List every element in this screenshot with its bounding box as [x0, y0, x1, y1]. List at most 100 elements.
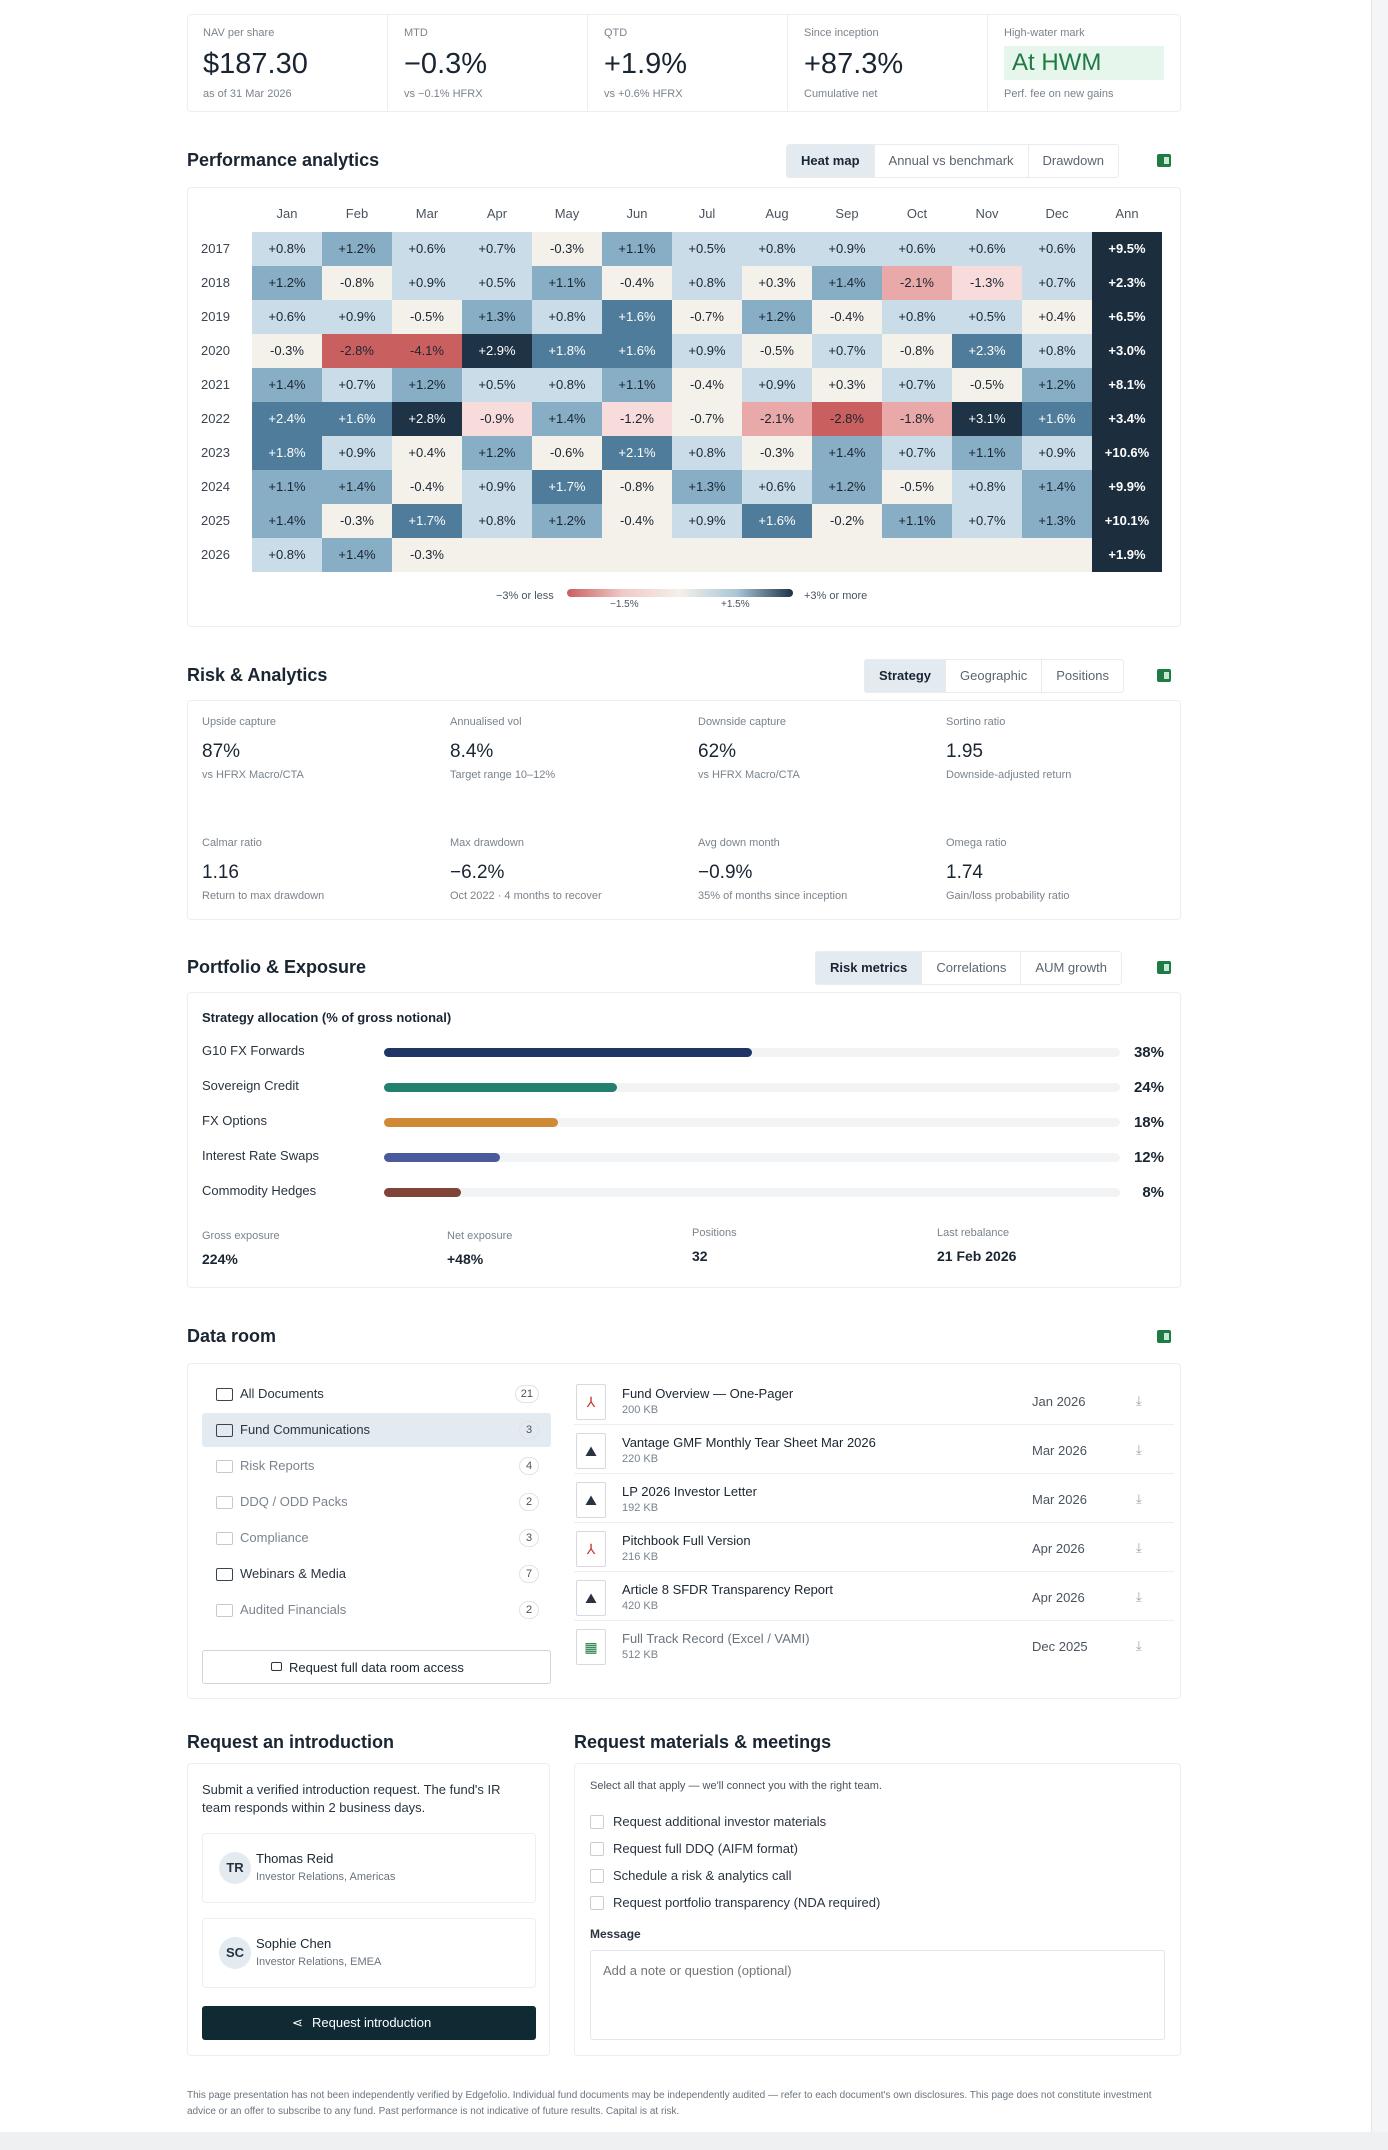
folder-count-badge: 2 [519, 1493, 539, 1511]
tab-risk-metrics[interactable]: Risk metrics [816, 952, 922, 984]
download-icon[interactable]: ⤓ [1136, 1393, 1142, 1408]
kpi-value: +87.3% [804, 48, 904, 80]
checkbox[interactable] [590, 1815, 604, 1829]
risk-metric-label: Omega ratio [946, 837, 1007, 849]
scrollbar-track[interactable] [1371, 0, 1388, 2150]
allocation-track [384, 1188, 1120, 1197]
excel-icon[interactable] [1157, 961, 1171, 974]
file-glyph: ⛰ [585, 1590, 597, 1606]
image-icon: ⛰ [576, 1580, 606, 1616]
heatmap-cell: +0.5% [462, 266, 532, 300]
heatmap-cell: -0.3% [252, 334, 322, 368]
download-icon[interactable]: ⤓ [1136, 1540, 1142, 1555]
heatmap-row-year: 2022 [201, 411, 230, 426]
heatmap-row-year: 2021 [201, 377, 230, 392]
heatmap-col-header: Feb [345, 206, 369, 221]
excel-icon[interactable] [1157, 669, 1171, 682]
download-icon[interactable]: ⤓ [1136, 1589, 1142, 1604]
folder-webinars-media[interactable]: Webinars & Media 7 [202, 1557, 551, 1591]
file-glyph: ▦ [584, 1639, 598, 1655]
file-glyph: ⅄ [586, 1394, 596, 1410]
heatmap-cell: -4.1% [392, 334, 462, 368]
heatmap-col-header: Oct [906, 206, 928, 221]
document-row[interactable]: ⅄ Pitchbook Full Version 216 KB Apr 2026 ⤓ [574, 1523, 1174, 1572]
heatmap-col-header: Dec [1045, 206, 1069, 221]
tab-correlations[interactable]: Correlations [921, 952, 1020, 984]
kpi-sub: Cumulative net [804, 88, 878, 100]
document-date: Mar 2026 [1032, 1443, 1087, 1458]
tab-geographic[interactable]: Geographic [945, 660, 1041, 692]
checkbox-label: Request full DDQ (AIFM format) [613, 1841, 798, 1856]
allocation-percent: 38% [1133, 1044, 1164, 1061]
legend-mid-neg: −1.5% [610, 599, 639, 610]
excel-icon[interactable] [1157, 154, 1171, 167]
heatmap-cell: -0.2% [812, 504, 882, 538]
message-textarea[interactable] [590, 1950, 1165, 2040]
document-row[interactable]: ⛰ Vantage GMF Monthly Tear Sheet Mar 2026… [574, 1425, 1174, 1474]
heatmap-cell: +0.7% [882, 368, 952, 402]
heatmap-cell: +0.9% [742, 368, 812, 402]
download-icon[interactable]: ⤓ [1136, 1491, 1142, 1506]
folder-fund-communications[interactable]: Fund Communications 3 [202, 1413, 551, 1447]
tab-heat-map[interactable]: Heat map [787, 145, 874, 177]
folder-risk-reports[interactable]: Risk Reports 4 [202, 1449, 551, 1483]
heatmap-cell: +1.1% [602, 232, 672, 266]
heatmap-cell: +1.6% [602, 334, 672, 368]
tab-annual-vs-benchmark[interactable]: Annual vs benchmark [873, 145, 1028, 177]
heatmap-cell: +1.4% [252, 504, 322, 538]
legend-low: −3% or less [496, 590, 554, 602]
kpi-label: Since inception [804, 27, 879, 39]
spreadsheet-icon: ▦ [576, 1629, 606, 1665]
contact-card[interactable]: SC Sophie Chen Investor Relations, EMEA [202, 1918, 536, 1988]
heatmap-cell [882, 538, 952, 572]
checkbox[interactable] [590, 1896, 604, 1910]
heatmap-cell [742, 538, 812, 572]
exposure-stat-value: 32 [692, 1248, 708, 1264]
excel-icon[interactable] [1157, 1330, 1171, 1343]
request-introduction-button[interactable]: ⋖ Request introduction [202, 2006, 536, 2040]
heatmap-cell: -2.8% [812, 402, 882, 436]
heatmap-cell: +1.2% [252, 266, 322, 300]
heatmap-cell: +0.8% [532, 368, 602, 402]
tab-aum-growth[interactable]: AUM growth [1020, 952, 1121, 984]
folder-audited-financials[interactable]: Audited Financials 2 [202, 1593, 551, 1627]
tab-drawdown[interactable]: Drawdown [1027, 145, 1118, 177]
folder-icon [216, 1568, 233, 1581]
document-row[interactable]: ⛰ Article 8 SFDR Transparency Report 420 K… [574, 1572, 1174, 1621]
document-row[interactable]: ⅄ Fund Overview — One-Pager 200 KB Jan 2026… [574, 1376, 1174, 1425]
document-row[interactable]: ▦ Full Track Record (Excel / VAMI) 512 KB D… [574, 1621, 1174, 1670]
folder-compliance[interactable]: Compliance 3 [202, 1521, 551, 1555]
heatmap-cell: +2.9% [462, 334, 532, 368]
risk-metric-sub: vs HFRX Macro/CTA [202, 769, 304, 781]
allocation-name: Commodity Hedges [202, 1183, 317, 1198]
heatmap-cell: +1.1% [602, 368, 672, 402]
materials-hint: Select all that apply — we'll connect yo… [590, 1780, 882, 1792]
checkbox[interactable] [590, 1842, 604, 1856]
heatmap-cell: +0.5% [952, 300, 1022, 334]
heatmap-cell: -2.1% [742, 402, 812, 436]
download-icon[interactable]: ⤓ [1136, 1638, 1142, 1653]
document-row[interactable]: ⛰ LP 2026 Investor Letter 192 KB Mar 2026 ⤓ [574, 1474, 1174, 1523]
checkbox[interactable] [590, 1869, 604, 1883]
download-icon[interactable]: ⤓ [1136, 1442, 1142, 1457]
request-access-button[interactable]: Request full data room access [202, 1650, 551, 1684]
portfolio-tabs: Risk metrics Correlations AUM growth [815, 951, 1122, 985]
heatmap-cell: +0.8% [252, 232, 322, 266]
heatmap-cell: -0.9% [462, 402, 532, 436]
request-access-label: Request full data room access [289, 1660, 464, 1675]
risk-metric-sub: Return to max drawdown [202, 890, 325, 902]
heatmap-cell: +0.9% [322, 300, 392, 334]
folder-icon [216, 1604, 233, 1617]
heatmap-cell: +0.8% [882, 300, 952, 334]
document-date: Apr 2026 [1032, 1590, 1085, 1605]
exposure-stat-label: Last rebalance [937, 1227, 1010, 1239]
heatmap-cell: -0.5% [392, 300, 462, 334]
heatmap-col-header: Jun [626, 206, 648, 221]
contact-card[interactable]: TR Thomas Reid Investor Relations, America… [202, 1833, 536, 1903]
heatmap-cell: +1.1% [532, 266, 602, 300]
folder-all-documents[interactable]: All Documents 21 [202, 1377, 551, 1411]
folder-ddq-odd-packs[interactable]: DDQ / ODD Packs 2 [202, 1485, 551, 1519]
tab-positions[interactable]: Positions [1041, 660, 1123, 692]
tab-strategy[interactable]: Strategy [865, 660, 946, 692]
heatmap-cell [952, 538, 1022, 572]
